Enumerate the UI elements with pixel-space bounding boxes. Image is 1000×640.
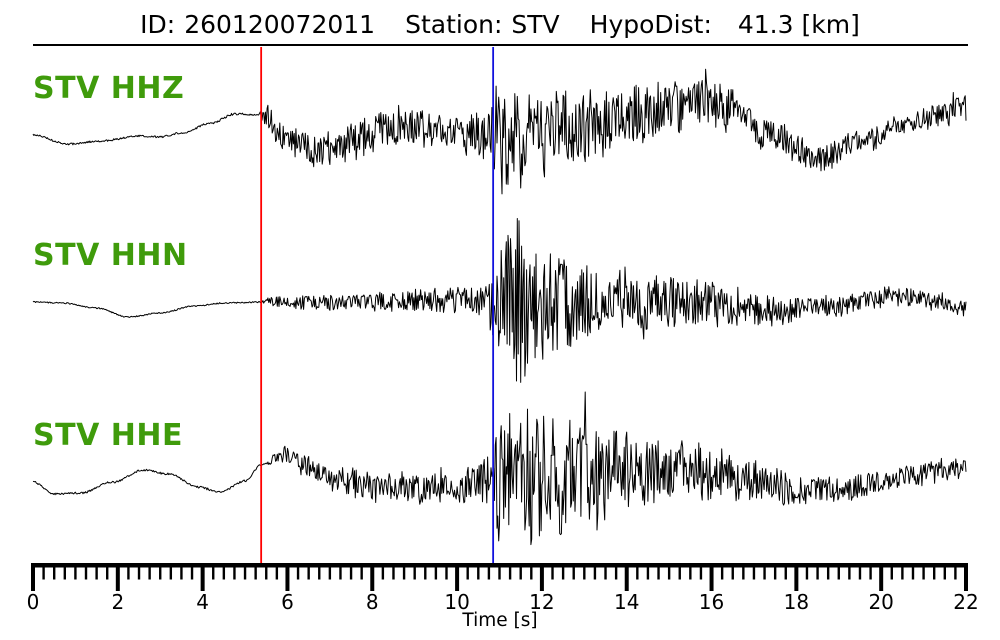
trace-hhe (32, 391, 967, 546)
x-tick-label: 16 (698, 590, 725, 614)
trace-hhn (32, 218, 967, 383)
x-tick-label: 6 (281, 590, 294, 614)
trace-hhz (32, 68, 967, 195)
x-axis-label: Time [s] (462, 610, 538, 631)
x-tick-label: 18 (783, 590, 810, 614)
x-tick-label: 10 (444, 590, 470, 614)
x-tick-label: 22 (953, 590, 979, 614)
event-id-value: 260120072011 (184, 10, 376, 39)
x-tick-label: 12 (529, 590, 555, 614)
channel-label-hhn: STV HHN (33, 238, 188, 273)
hypodist-group: HypoDist: 41.3 [km] (590, 10, 860, 40)
plot-title: ID: 260120072011 Station: STV HypoDist: … (0, 10, 1000, 40)
channel-label-hhe: STV HHE (33, 418, 183, 453)
x-tick-label: 20 (868, 590, 894, 614)
event-id-label: ID: (140, 10, 176, 39)
x-tick-label: 4 (196, 590, 209, 614)
x-tick-label: 8 (365, 590, 379, 614)
hypodist-label: HypoDist: (589, 10, 712, 39)
station-label: Station: (405, 10, 503, 39)
x-tick-label: 0 (26, 590, 40, 614)
station-value: STV (511, 10, 560, 39)
x-tick-label: 2 (111, 590, 125, 614)
title-divider-line (33, 44, 968, 47)
station-group: Station: STV (405, 10, 560, 40)
hypodist-value: 41.3 [km] (737, 10, 860, 39)
x-tick-label: 14 (613, 590, 640, 614)
channel-label-hhz: STV HHZ (33, 71, 185, 106)
event-id-group: ID: 260120072011 (140, 10, 375, 40)
